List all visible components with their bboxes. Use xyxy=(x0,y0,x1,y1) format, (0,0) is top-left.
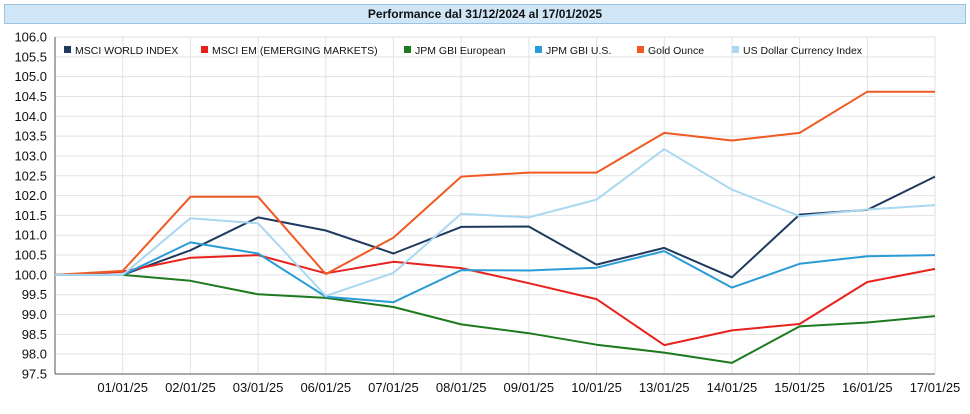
y-tick-label: 105.0 xyxy=(14,69,47,84)
y-tick-label: 98.0 xyxy=(22,347,47,362)
y-tick-label: 101.0 xyxy=(14,228,47,243)
y-tick-label: 101.5 xyxy=(14,208,47,223)
x-tick-label: 10/01/25 xyxy=(571,380,622,395)
axes: 106.0 105.5 105.0 104.5 104.0 103.5 103.0 102.5… xyxy=(14,30,960,396)
x-tick-label: 02/01/25 xyxy=(165,380,216,395)
legend-label: Gold Ounce xyxy=(648,45,704,57)
series-lines xyxy=(54,90,936,364)
x-tick-label: 13/01/25 xyxy=(639,380,690,395)
x-tick-label: 08/01/25 xyxy=(436,380,487,395)
legend-swatch xyxy=(404,46,411,53)
y-tick-label: 102.5 xyxy=(14,168,47,183)
y-tick-label: 98.5 xyxy=(22,327,47,342)
legend-item-5: US Dollar Currency Index xyxy=(732,45,863,57)
legend-label: US Dollar Currency Index xyxy=(743,45,863,57)
x-tick-label: 15/01/25 xyxy=(774,380,825,395)
x-tick-label: 09/01/25 xyxy=(504,380,555,395)
y-tick-label: 104.5 xyxy=(14,89,47,104)
y-tick-label: 100.0 xyxy=(14,267,47,282)
x-tick-label: 03/01/25 xyxy=(233,380,284,395)
legend-swatch xyxy=(637,46,644,53)
legend-label: MSCI EM (EMERGING MARKETS) xyxy=(212,45,378,57)
y-tick-label: 105.5 xyxy=(14,49,47,64)
y-tick-label: 104.0 xyxy=(14,109,47,124)
series-line-5 xyxy=(55,148,936,297)
y-tick-label: 100.5 xyxy=(14,248,47,263)
x-tick-label: 01/01/25 xyxy=(97,380,148,395)
series-line-1 xyxy=(54,254,936,347)
grid xyxy=(54,36,936,375)
series-line-3 xyxy=(55,241,936,304)
legend-item-2: JPM GBI European xyxy=(404,45,506,57)
legend-label: MSCI WORLD INDEX xyxy=(75,45,178,57)
legend-item-4: Gold Ounce xyxy=(637,45,704,57)
x-tick-label: 07/01/25 xyxy=(368,380,419,395)
legend-swatch xyxy=(64,46,71,53)
legend-swatch xyxy=(535,46,542,53)
legend-item-3: JPM GBI U.S. xyxy=(535,45,611,57)
legend-swatch xyxy=(201,46,208,53)
legend-item-1: MSCI EM (EMERGING MARKETS) xyxy=(201,45,378,57)
series-line-0 xyxy=(55,175,936,279)
y-tick-label: 99.5 xyxy=(22,287,47,302)
legend-item-0: MSCI WORLD INDEX xyxy=(64,45,178,57)
legend-swatch xyxy=(732,46,739,53)
y-tick-label: 102.0 xyxy=(14,188,47,203)
y-tick-label: 103.5 xyxy=(14,129,47,144)
legend-label: JPM GBI European xyxy=(415,45,506,57)
y-tick-label: 99.0 xyxy=(22,307,47,322)
x-tick-label: 16/01/25 xyxy=(842,380,893,395)
x-tick-label: 14/01/25 xyxy=(707,380,758,395)
series-line-4 xyxy=(54,90,935,276)
chart-title: Performance dal 31/12/2024 al 17/01/2025 xyxy=(4,4,966,24)
legend: MSCI WORLD INDEX MSCI EM (EMERGING MARKET… xyxy=(64,45,863,57)
y-tick-label: 106.0 xyxy=(14,30,47,45)
x-tick-label: 17/01/25 xyxy=(910,380,961,395)
x-tick-label: 06/01/25 xyxy=(300,380,351,395)
legend-label: JPM GBI U.S. xyxy=(546,45,611,57)
series-line-2 xyxy=(55,273,936,364)
y-tick-label: 103.0 xyxy=(14,148,47,163)
y-tick-label: 97.5 xyxy=(22,367,47,382)
